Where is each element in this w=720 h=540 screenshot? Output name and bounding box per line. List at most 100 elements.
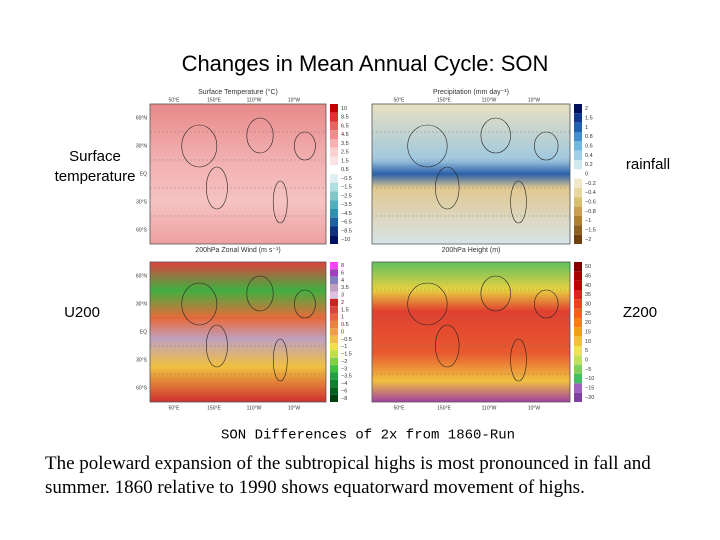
panel-title: Surface Temperature (°C) — [198, 88, 278, 96]
continent-outline — [206, 166, 228, 210]
longitude-label: 150°E — [207, 97, 221, 103]
colorbar-label: 1 — [585, 125, 588, 131]
continent-outline — [435, 166, 460, 210]
colorbar-label: −1.5 — [341, 352, 352, 358]
colorbar-label: −6 — [341, 388, 347, 394]
colorbar-segment — [574, 262, 582, 272]
colorbar-label: 40 — [585, 283, 591, 289]
colorbar-label: −10 — [341, 237, 350, 243]
colorbar-segment — [330, 372, 338, 380]
colorbar-label: −3.5 — [341, 374, 352, 380]
longitude-label: 150°E — [207, 405, 221, 411]
colorbar-segment — [330, 112, 338, 122]
latitude-label: EQ — [140, 329, 147, 335]
longitude-label: 110°W — [247, 97, 262, 103]
latitude-label: 30°N — [136, 143, 148, 149]
colorbar-label: −0.8 — [585, 209, 596, 215]
colorbar-label: 10 — [585, 339, 591, 345]
longitude-label: 150°E — [437, 405, 451, 411]
continent-outline — [407, 282, 448, 326]
colorbar-segment — [574, 150, 582, 160]
longitude-label: 50°E — [394, 97, 406, 103]
colorbar-segment — [574, 169, 582, 179]
continent-outline — [435, 324, 460, 368]
colorbar-label: 0.6 — [585, 143, 593, 149]
colorbar-label: 6.5 — [341, 123, 349, 129]
colorbar-segment — [330, 357, 338, 366]
slide-title: Changes in Mean Annual Cycle: SON — [182, 51, 549, 76]
longitude-label: 50°E — [394, 405, 406, 411]
latitude-label: 60°S — [136, 227, 148, 233]
colorbar-label: −1.5 — [341, 185, 352, 191]
colorbar-label: 0.4 — [585, 153, 593, 159]
colorbar-segment — [330, 262, 338, 270]
latitude-label: 60°N — [136, 115, 148, 121]
colorbar-label: 25 — [585, 311, 591, 317]
colorbar-label: −1 — [341, 344, 347, 350]
colorbar-label: −1.5 — [585, 227, 596, 233]
colorbar-label: −4.5 — [341, 211, 352, 217]
colorbar-label: 0 — [341, 329, 344, 335]
colorbar-segment — [330, 365, 338, 373]
colorbar-segment — [330, 209, 338, 218]
figure: Changes in Mean Annual Cycle: SON Surfac… — [55, 51, 671, 444]
colorbar-label: −0.5 — [341, 176, 352, 182]
continent-outline — [181, 282, 218, 326]
side-label: Z200 — [623, 304, 657, 321]
colorbar-segment — [574, 234, 582, 244]
panel-title: 200hPa Zonal Wind (m s⁻¹) — [195, 247, 280, 254]
colorbar-segment — [330, 335, 338, 344]
continent-outline — [272, 180, 288, 224]
colorbar-segment — [574, 141, 582, 151]
colorbar-label: 0 — [585, 357, 588, 363]
colorbar-segment — [330, 350, 338, 358]
colorbar-segment — [330, 284, 338, 292]
continent-outline — [480, 275, 511, 312]
colorbar-segment — [330, 387, 338, 395]
colorbar-label: 3.5 — [341, 285, 349, 291]
colorbar-segment — [574, 318, 582, 328]
colorbar-label: 0.5 — [341, 322, 349, 328]
continent-outline — [480, 117, 511, 154]
colorbar-segment — [330, 320, 338, 329]
latitude-label: EQ — [140, 171, 147, 177]
longitude-label: 10°W — [528, 97, 541, 103]
colorbar-segment — [330, 291, 338, 299]
longitude-label: 110°W — [482, 405, 497, 411]
colorbar-segment — [330, 226, 338, 236]
colorbar-segment — [574, 308, 582, 318]
colorbar-segment — [574, 122, 582, 132]
colorbar-segment — [574, 364, 582, 374]
colorbar-segment — [574, 336, 582, 346]
map — [149, 261, 327, 403]
side-label: Surface temperature — [55, 148, 136, 185]
body-text: The poleward expansion of the subtropica… — [45, 453, 651, 498]
colorbar-label: −2 — [585, 237, 591, 243]
continent-outline — [294, 289, 316, 319]
colorbar-segment — [574, 188, 582, 198]
colorbar-label: 50 — [585, 264, 591, 270]
colorbar-segment — [574, 383, 582, 393]
colorbar-segment — [330, 217, 338, 227]
colorbar-label: 4 — [341, 278, 344, 284]
colorbar-segment — [330, 121, 338, 131]
colorbar-segment — [330, 343, 338, 351]
colorbar-label: −3 — [341, 366, 347, 372]
colorbar-label: 3.5 — [341, 141, 349, 147]
colorbar-label: −8.5 — [341, 228, 352, 234]
longitude-label: 50°E — [169, 405, 181, 411]
map — [371, 103, 571, 245]
colorbar-segment — [574, 104, 582, 114]
colorbar-segment — [574, 197, 582, 207]
colorbar-label: 1 — [341, 315, 344, 321]
colorbar-segment — [330, 298, 338, 307]
side-label: rainfall — [626, 156, 670, 173]
colorbar-segment — [574, 216, 582, 226]
colorbar-label: −15 — [585, 385, 594, 391]
continent-outline — [510, 180, 527, 224]
colorbar-segment — [330, 147, 338, 157]
colorbar-segment — [330, 235, 338, 244]
colorbar-segment — [574, 392, 582, 402]
colorbar-segment — [330, 182, 338, 192]
